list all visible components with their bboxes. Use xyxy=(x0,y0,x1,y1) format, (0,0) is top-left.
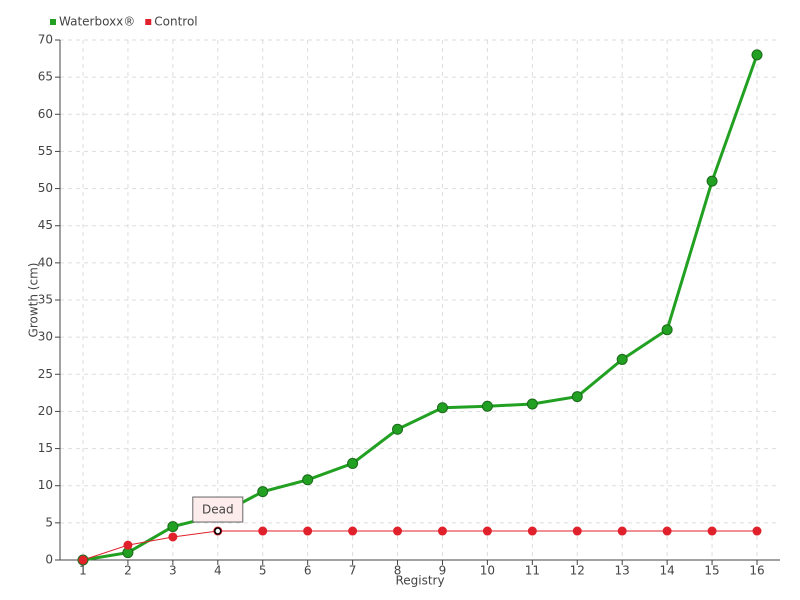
series-line xyxy=(82,530,757,561)
y-tick-label: 65 xyxy=(38,70,53,84)
data-point xyxy=(571,391,583,403)
data-point xyxy=(167,521,179,533)
data-point xyxy=(752,526,762,536)
x-tick-label: 3 xyxy=(169,564,177,578)
x-tick-label: 16 xyxy=(749,564,764,578)
y-tick-label: 35 xyxy=(38,293,53,307)
tooltip-box xyxy=(192,496,244,523)
data-point xyxy=(526,398,538,410)
y-tick-label: 25 xyxy=(38,367,53,381)
data-point xyxy=(123,540,133,550)
data-point xyxy=(348,526,358,536)
data-point xyxy=(258,526,268,536)
legend-swatch xyxy=(50,19,56,25)
y-tick-label: 55 xyxy=(38,144,53,158)
y-axis-label: Growth (cm) xyxy=(27,263,41,338)
x-tick-label: 1 xyxy=(79,564,87,578)
x-tick-label: 2 xyxy=(124,564,132,578)
data-point xyxy=(392,423,404,435)
series-line xyxy=(82,54,759,562)
data-point xyxy=(347,457,359,469)
y-tick-label: 15 xyxy=(38,441,53,455)
highlight-point xyxy=(214,527,222,535)
x-tick-label: 11 xyxy=(525,564,540,578)
data-point xyxy=(527,526,537,536)
x-tick-label: 9 xyxy=(439,564,447,578)
x-tick-label: 13 xyxy=(615,564,630,578)
y-tick-label: 40 xyxy=(38,255,53,269)
x-tick-label: 7 xyxy=(349,564,357,578)
data-point xyxy=(302,474,314,486)
tooltip-text: Dead xyxy=(202,503,234,517)
x-tick-label: 8 xyxy=(394,564,402,578)
x-tick-label: 10 xyxy=(480,564,495,578)
x-tick-label: 4 xyxy=(214,564,222,578)
y-tick-label: 30 xyxy=(38,330,53,344)
data-point xyxy=(707,526,717,536)
data-point xyxy=(661,324,673,336)
y-tick-label: 50 xyxy=(38,181,53,195)
x-axis-label: Registry xyxy=(395,574,444,588)
legend-label: Waterboxx® xyxy=(59,15,135,29)
x-tick-label: 6 xyxy=(304,564,312,578)
data-point xyxy=(572,526,582,536)
y-tick-label: 5 xyxy=(45,515,53,529)
x-tick-label: 15 xyxy=(704,564,719,578)
data-point xyxy=(481,400,493,412)
y-tick-label: 70 xyxy=(38,33,53,47)
data-point xyxy=(706,175,718,187)
data-point xyxy=(393,526,403,536)
data-point xyxy=(78,555,88,565)
x-tick-label: 5 xyxy=(259,564,267,578)
data-point xyxy=(437,526,447,536)
data-point xyxy=(303,526,313,536)
y-tick-label: 10 xyxy=(38,478,53,492)
y-tick-label: 20 xyxy=(38,404,53,418)
data-point xyxy=(168,532,178,542)
data-point xyxy=(436,402,448,414)
y-tick-label: 45 xyxy=(38,218,53,232)
y-tick-label: 0 xyxy=(45,553,53,567)
data-point xyxy=(616,353,628,365)
legend-label: Control xyxy=(154,15,197,29)
x-tick-label: 12 xyxy=(570,564,585,578)
data-point xyxy=(617,526,627,536)
x-tick-label: 14 xyxy=(659,564,674,578)
data-point xyxy=(662,526,672,536)
y-tick-label: 60 xyxy=(38,107,53,121)
data-point xyxy=(482,526,492,536)
data-point xyxy=(751,49,763,61)
legend-swatch xyxy=(145,19,152,25)
data-point xyxy=(257,486,269,498)
